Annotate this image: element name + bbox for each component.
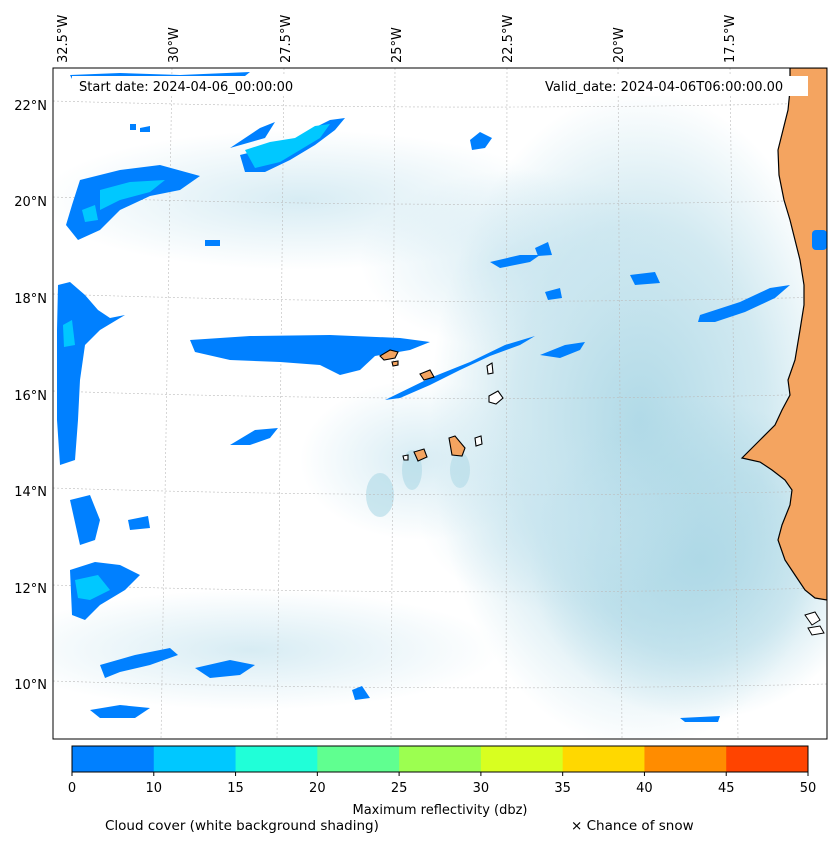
- reflectivity-patches-light: [63, 124, 330, 600]
- colorbar-tick-label: 50: [800, 781, 817, 796]
- colorbar-tick-label: 0: [68, 781, 76, 796]
- colorbar-title: Maximum reflectivity (dbz): [353, 803, 528, 818]
- snow-note: × Chance of snow: [571, 818, 694, 834]
- colorbar-swatch: [644, 746, 727, 772]
- colorbar-tick-label: 20: [309, 781, 326, 796]
- bijagos-islands: [804, 611, 825, 636]
- lon-label: 27.5°W: [279, 15, 294, 63]
- lat-label: 12°N: [14, 582, 47, 597]
- lon-label: 30°W: [167, 27, 182, 63]
- colorbar-swatch: [726, 746, 809, 772]
- lon-label: 32.5°W: [56, 15, 71, 63]
- colorbar-swatch: [235, 746, 318, 772]
- colorbar-swatch: [562, 746, 645, 772]
- colorbar-tick-label: 35: [554, 781, 571, 796]
- lat-label: 14°N: [14, 485, 47, 500]
- colorbar-swatch: [480, 746, 564, 772]
- map-border: [52, 67, 828, 740]
- colorbar: 0 10 15 20 25 30 35 40 45 50 Maximum reflectivity…: [68, 745, 817, 818]
- colorbar-swatch: [72, 746, 155, 772]
- colorbar-swatch: [399, 746, 482, 772]
- lon-label: 17.5°W: [723, 15, 738, 63]
- colorbar-tick-label: 10: [146, 781, 163, 796]
- colorbar-tick-label: 15: [227, 781, 244, 796]
- colorbar-tick-label: 40: [636, 781, 653, 796]
- colorbar-tick-label: 45: [718, 781, 735, 796]
- colorbar-swatch: [153, 746, 237, 772]
- colorbar-border: [71, 745, 809, 773]
- lat-label: 10°N: [14, 678, 47, 693]
- senegal-blue-patch: [812, 230, 827, 250]
- lat-label: 20°N: [14, 195, 47, 210]
- latitude-labels: 22°N 20°N 18°N 16°N 14°N 12°N 10°N: [14, 99, 47, 693]
- valid-date-label: Valid_date: 2024-04-06T06:00:00.00: [545, 80, 783, 95]
- lat-label: 22°N: [14, 99, 47, 114]
- colorbar-tick-label: 25: [391, 781, 408, 796]
- start-date-label: Start date: 2024-04-06_00:00:00: [79, 80, 293, 95]
- valid-date-box: [538, 76, 808, 96]
- lon-label: 20°W: [612, 27, 627, 63]
- cape-verde-islands: [379, 349, 504, 462]
- lon-label: 25°W: [390, 27, 405, 63]
- longitude-labels: 32.5°W 30°W 27.5°W 25°W 22.5°W 20°W 17.5…: [56, 15, 738, 63]
- colorbar-tick-label: 30: [473, 781, 490, 796]
- cloud-cover-shading: [53, 90, 827, 739]
- africa-coast: [740, 68, 827, 601]
- lat-label: 16°N: [14, 389, 47, 404]
- colorbar-swatch: [317, 746, 400, 772]
- lat-label: 18°N: [14, 292, 47, 307]
- start-date-box: [72, 76, 318, 96]
- lon-label: 22.5°W: [501, 15, 516, 63]
- cloud-cover-note: Cloud cover (white background shading): [105, 818, 379, 834]
